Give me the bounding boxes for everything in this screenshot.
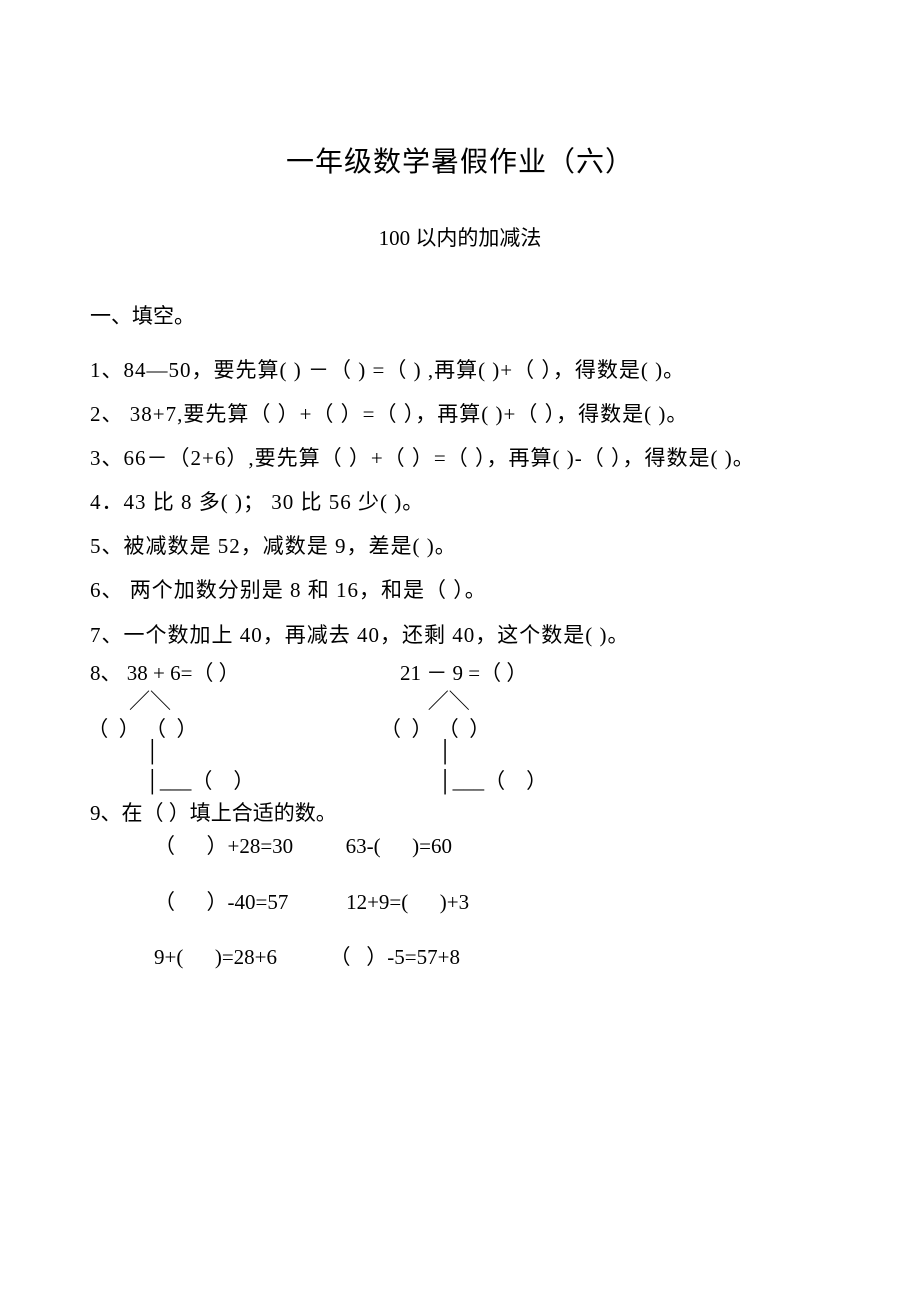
q8-right-branches: ／＼ xyxy=(412,685,470,715)
question-9-heading: 9、在（ ）填上合适的数。 xyxy=(90,797,830,831)
q8-left-vline: │ xyxy=(82,739,160,764)
question-1: 1、84—50，要先算( ) －（ ) =（ ) ,再算( )+（ ），得数是(… xyxy=(90,348,830,392)
q8-left-expr: 8、 38 + 6=（ ） xyxy=(90,657,240,687)
q8-right-vline: │ xyxy=(380,739,453,764)
q8-right-result: │___（ ） xyxy=(380,765,547,795)
question-5: 5、被减数是 52，减数是 9，差是( )。 xyxy=(90,524,830,568)
question-3: 3、66－（2+6）,要先算（ ）+（ ）=（ ），再算( )-（ ），得数是(… xyxy=(90,436,830,480)
question-9-row-1: （ ）+28=30 63-( )=60 xyxy=(90,830,830,864)
worksheet-page: 一年级数学暑假作业（六） 100 以内的加减法 一、填空。 1、84—50，要先… xyxy=(0,0,920,1057)
question-4: 4．43 比 8 多( )； 30 比 56 少( )。 xyxy=(90,480,830,524)
question-7: 7、一个数加上 40，再减去 40，还剩 40，这个数是( )。 xyxy=(90,613,830,657)
question-9-row-2: （ ）-40=57 12+9=( )+3 xyxy=(90,886,830,920)
worksheet-subtitle: 100 以内的加减法 xyxy=(90,222,830,252)
q8-right-expr: 21 － 9 =（ ） xyxy=(400,657,527,687)
question-6: 6、 两个加数分别是 8 和 16，和是（ ）。 xyxy=(90,568,830,612)
question-8: 8、 38 + 6=（ ） 21 － 9 =（ ） ／＼ ／＼ （ ） （ ） … xyxy=(90,657,830,797)
q8-left-result: │___（ ） xyxy=(82,765,254,795)
section-1-heading: 一、填空。 xyxy=(90,300,830,330)
question-2: 2、 38+7,要先算（ ）+（ ）=（ ），再算( )+（ ），得数是( )。 xyxy=(90,392,830,436)
q8-left-branches: ／＼ xyxy=(108,685,171,715)
question-9-row-3: 9+( )=28+6 （ ）-5=57+8 xyxy=(90,941,830,975)
worksheet-title: 一年级数学暑假作业（六） xyxy=(90,140,830,180)
